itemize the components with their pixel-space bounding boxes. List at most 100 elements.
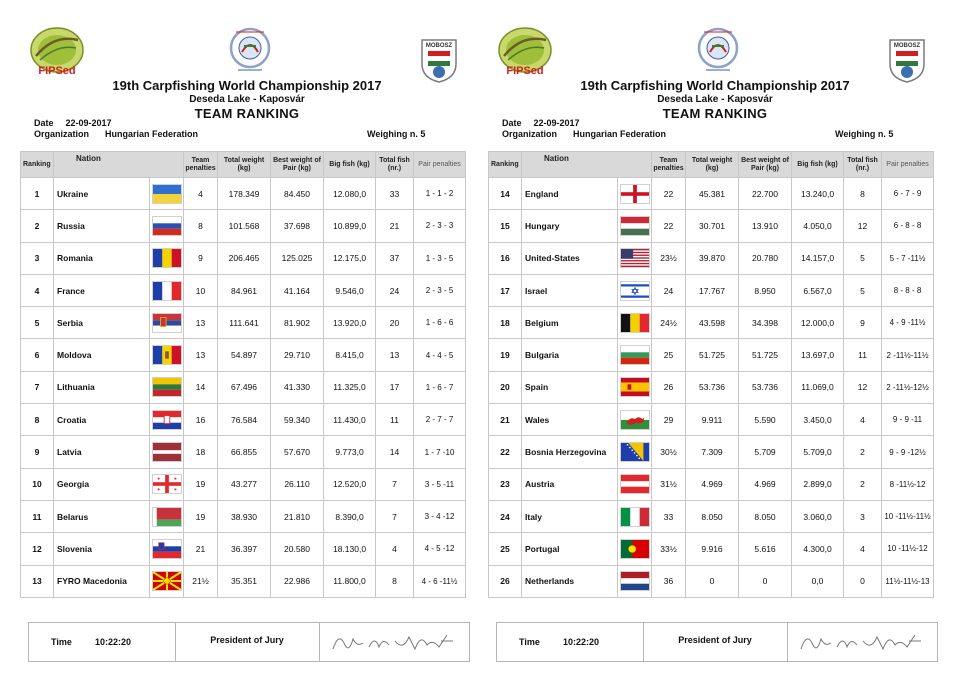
nation-name-cell: Russia	[53, 209, 150, 243]
team-penalties-cell: 26	[651, 370, 687, 405]
best-weight-cell: 0	[738, 564, 793, 598]
pair-penalties-cell: 9 - 9 -12½	[881, 435, 935, 469]
footer-divider	[787, 623, 788, 661]
rank-cell: 15	[488, 209, 522, 243]
footer-divider	[319, 623, 320, 661]
team-penalties-cell: 30½	[651, 435, 687, 469]
rank-cell: 16	[488, 241, 522, 275]
rank-cell: 6	[20, 338, 54, 372]
nation-name-cell: Bulgaria	[521, 338, 618, 372]
total-weight-cell: 7.309	[685, 435, 740, 469]
total-fish-cell: 7	[375, 499, 415, 534]
flag-cell	[148, 564, 185, 598]
nation-name-cell: United-States	[521, 241, 618, 275]
organization-label: Organization	[34, 129, 90, 139]
team-penalties-cell: 18	[183, 435, 219, 469]
svg-text:MOBOSZ: MOBOSZ	[894, 43, 921, 49]
total-fish-cell: 5	[843, 241, 883, 275]
total-fish-cell: 13	[375, 338, 415, 372]
date-label: Date	[34, 118, 54, 128]
total-weight-cell: 9.916	[685, 532, 740, 566]
big-fish-cell: 13.697,0	[791, 338, 845, 372]
organization-value: Hungarian Federation	[573, 129, 667, 139]
flag-bosnia-icon	[619, 442, 650, 463]
jury-president-label: President of Jury	[210, 635, 284, 645]
svg-text:FIPSed: FIPSed	[38, 65, 75, 77]
rank-cell: 23	[488, 467, 522, 501]
big-fish-cell: 12.000,0	[791, 306, 845, 340]
flag-cell	[616, 564, 653, 598]
flag-cell	[148, 241, 185, 275]
flag-bulgaria-icon	[619, 345, 650, 366]
total-fish-cell: 33	[375, 176, 415, 211]
total-weight-cell: 38.930	[217, 499, 272, 534]
total-weight-cell: 17.767	[685, 273, 740, 308]
col-best-weight: Best weight of Pair (kg)	[270, 151, 325, 178]
rank-cell: 9	[20, 435, 54, 469]
big-fish-cell: 3.060,0	[791, 499, 845, 534]
best-weight-cell: 8.950	[738, 273, 793, 308]
footer-divider	[643, 623, 644, 661]
flag-cell	[148, 306, 185, 340]
nation-name-cell: Croatia	[53, 403, 150, 437]
flag-romania-icon	[151, 248, 182, 269]
rank-cell: 2	[20, 209, 54, 243]
flag-croatia-icon	[151, 409, 182, 430]
time-value: 10:22:20	[563, 637, 600, 647]
col-total-fish: Total fish (nr.)	[375, 151, 415, 178]
pair-penalties-cell: 8 - 8 - 8	[881, 273, 935, 308]
col-pair-penalties: Pair penalties	[413, 151, 467, 178]
pair-penalties-cell: 11½-11½-13	[881, 564, 935, 598]
table-row: 9 Latvia 18 66.855 57.670 9.773,0 14 1 - 7 -10	[20, 435, 467, 469]
nation-name-cell: Hungary	[521, 209, 618, 243]
team-ranking-table: Ranking Nation Team penalties Total weig…	[20, 151, 467, 598]
flag-israel-icon	[619, 280, 650, 301]
championship-emblem	[229, 27, 271, 71]
best-weight-cell: 5.590	[738, 403, 793, 437]
time-label: Time	[51, 637, 72, 647]
pair-penalties-cell: 5 - 7 -11½	[881, 241, 935, 275]
flag-austria-icon	[619, 474, 650, 495]
total-weight-cell: 39.870	[685, 241, 740, 275]
flag-serbia-icon	[151, 312, 182, 333]
big-fish-cell: 10.899,0	[323, 209, 377, 243]
pair-penalties-cell: 3 - 4 -12	[413, 499, 467, 534]
nation-name-cell: France	[53, 273, 150, 308]
big-fish-cell: 6.567,0	[791, 273, 845, 308]
pair-penalties-cell: 8 -11½-12	[881, 467, 935, 501]
flag-cell	[616, 338, 653, 372]
ranking-title: TEAM RANKING	[194, 106, 300, 121]
flag-cell	[616, 273, 653, 308]
pair-penalties-cell: 2 - 3 - 5	[413, 273, 467, 308]
team-penalties-cell: 19	[183, 467, 219, 501]
pair-penalties-cell: 10 -11½-12	[881, 532, 935, 566]
team-penalties-cell: 25	[651, 338, 687, 372]
table-row: 10 Georgia 19 43.277 26.110 12.520,0 7 3 - 5 -1…	[20, 467, 467, 501]
col-ranking: Ranking	[488, 151, 522, 178]
pair-penalties-cell: 9 - 9 -11	[881, 403, 935, 437]
rank-cell: 11	[20, 499, 54, 534]
table-body-right: 14 England 22 45.381 22.700 13.240,0 8 6 - 7 - …	[488, 176, 935, 598]
col-total-weight: Total weight (kg)	[685, 151, 740, 178]
flag-cell	[148, 467, 185, 501]
flag-belarus-icon	[151, 506, 182, 527]
rank-cell: 24	[488, 499, 522, 534]
table-row: 18 Belgium 24½ 43.598 34.398 12.000,0 9 4 - 9 -…	[488, 306, 935, 340]
flag-hungary-icon	[619, 215, 650, 236]
ranking-sheet-left: FIPSed MOBOSZ 19th Carpfishing World Cha…	[12, 0, 482, 678]
total-fish-cell: 4	[843, 532, 883, 566]
best-weight-cell: 5.616	[738, 532, 793, 566]
team-penalties-cell: 24	[651, 273, 687, 308]
nation-name-cell: Slovenia	[53, 532, 150, 566]
rank-cell: 3	[20, 241, 54, 275]
team-penalties-cell: 16	[183, 403, 219, 437]
team-penalties-cell: 19	[183, 499, 219, 534]
total-fish-cell: 20	[375, 306, 415, 340]
championship-emblem	[697, 27, 739, 71]
rank-cell: 7	[20, 370, 54, 405]
total-weight-cell: 36.397	[217, 532, 272, 566]
best-weight-cell: 81.902	[270, 306, 325, 340]
rank-cell: 25	[488, 532, 522, 566]
big-fish-cell: 12.520,0	[323, 467, 377, 501]
best-weight-cell: 8.050	[738, 499, 793, 534]
